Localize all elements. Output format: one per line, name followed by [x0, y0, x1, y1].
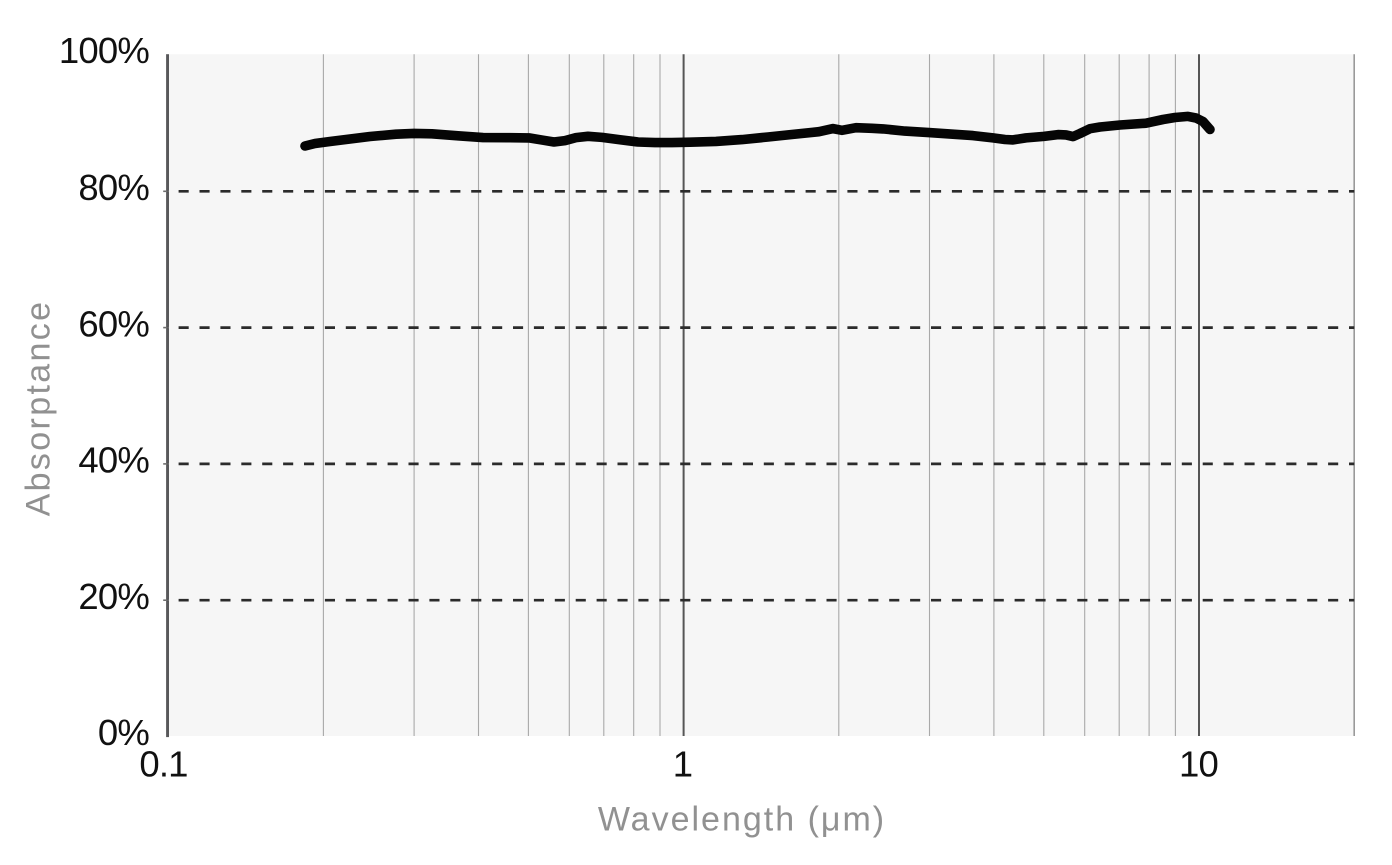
svg-text:80%: 80% [78, 167, 149, 208]
svg-text:20%: 20% [78, 576, 149, 617]
svg-text:1: 1 [673, 743, 693, 784]
svg-text:Absorptance: Absorptance [20, 300, 58, 517]
svg-text:Wavelength (μm): Wavelength (μm) [598, 801, 886, 839]
svg-text:0%: 0% [98, 712, 149, 753]
svg-text:10: 10 [1179, 743, 1218, 784]
svg-text:0.1: 0.1 [139, 743, 187, 784]
svg-text:100%: 100% [59, 30, 149, 71]
svg-text:60%: 60% [78, 303, 149, 344]
svg-text:40%: 40% [78, 440, 149, 481]
